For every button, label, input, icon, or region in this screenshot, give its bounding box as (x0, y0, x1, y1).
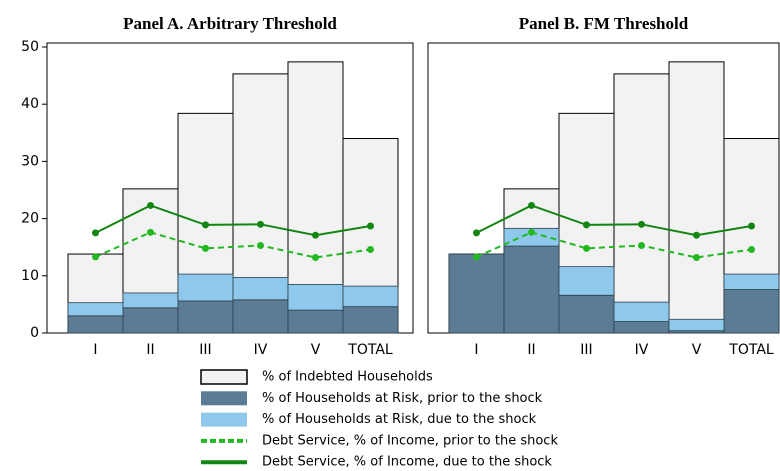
bar (448, 253, 505, 334)
bar (668, 61, 725, 334)
marker (147, 228, 154, 236)
marker (638, 220, 645, 228)
legend-label: Debt Service, % of Income, prior to the … (262, 433, 558, 448)
marker (748, 245, 755, 253)
marker (528, 201, 535, 209)
marker (202, 244, 209, 252)
marker (638, 241, 645, 249)
x-tick-label: III (199, 342, 211, 358)
y-tick-label: 50 (21, 39, 39, 55)
y-tick-label: 10 (21, 268, 39, 284)
bar (723, 289, 780, 334)
y-tick-label: 0 (30, 325, 39, 341)
x-tick-label: TOTAL (728, 342, 774, 358)
bar (232, 277, 289, 301)
legend-swatch (201, 412, 247, 427)
bar (287, 283, 344, 311)
x-tick-label: TOTAL (347, 342, 393, 358)
bar (503, 245, 560, 334)
bar (342, 306, 399, 334)
marker (693, 253, 700, 261)
marker (473, 253, 480, 261)
x-tick-label: III (580, 342, 592, 358)
y-tick-label: 30 (21, 153, 39, 169)
legend-label: % of Households at Risk, due to the shoc… (262, 412, 537, 427)
x-tick-label: V (692, 342, 702, 358)
x-tick-label: IV (254, 342, 268, 358)
bar (613, 321, 670, 334)
bar (67, 302, 124, 317)
bar (67, 315, 124, 334)
legend-label: Debt Service, % of Income, due to the sh… (262, 455, 552, 470)
marker (473, 229, 480, 237)
panel-title: Panel B. FM Threshold (519, 14, 689, 33)
marker (528, 228, 535, 236)
legend-swatch (200, 369, 248, 385)
y-tick-label: 20 (21, 211, 39, 227)
marker (257, 220, 264, 228)
marker (583, 244, 590, 252)
line (476, 231, 752, 259)
bar (558, 266, 615, 296)
bar (342, 285, 399, 308)
bar (232, 299, 289, 334)
bar (723, 273, 780, 290)
bar (122, 292, 179, 309)
bar (668, 318, 725, 332)
line (476, 204, 752, 237)
marker (367, 245, 374, 253)
bar (177, 300, 234, 334)
bar (122, 307, 179, 334)
line (95, 204, 371, 237)
marker (92, 229, 99, 237)
marker (693, 231, 700, 239)
bar (613, 73, 670, 334)
x-tick-label: II (527, 342, 535, 358)
marker (147, 201, 154, 209)
marker (312, 231, 319, 239)
bar (503, 227, 560, 247)
marker (312, 253, 319, 261)
y-tick-label: 40 (21, 96, 39, 112)
bar (558, 294, 615, 334)
marker (367, 222, 374, 230)
x-tick-label: V (311, 342, 321, 358)
marker (92, 253, 99, 261)
x-tick-label: II (146, 342, 154, 358)
bar (613, 301, 670, 322)
marker (583, 221, 590, 229)
line (95, 231, 371, 259)
x-tick-label: I (474, 342, 478, 358)
legend-swatch (201, 391, 247, 406)
marker (257, 241, 264, 249)
x-tick-label: IV (635, 342, 649, 358)
x-tick-label: I (93, 342, 97, 358)
bar (287, 309, 344, 334)
panel-title: Panel A. Arbitrary Threshold (123, 14, 337, 33)
marker (202, 221, 209, 229)
legend-label: % of Indebted Households (262, 370, 433, 385)
legend-label: % of Households at Risk, prior to the sh… (262, 391, 543, 406)
bar (177, 273, 234, 302)
marker (748, 222, 755, 230)
